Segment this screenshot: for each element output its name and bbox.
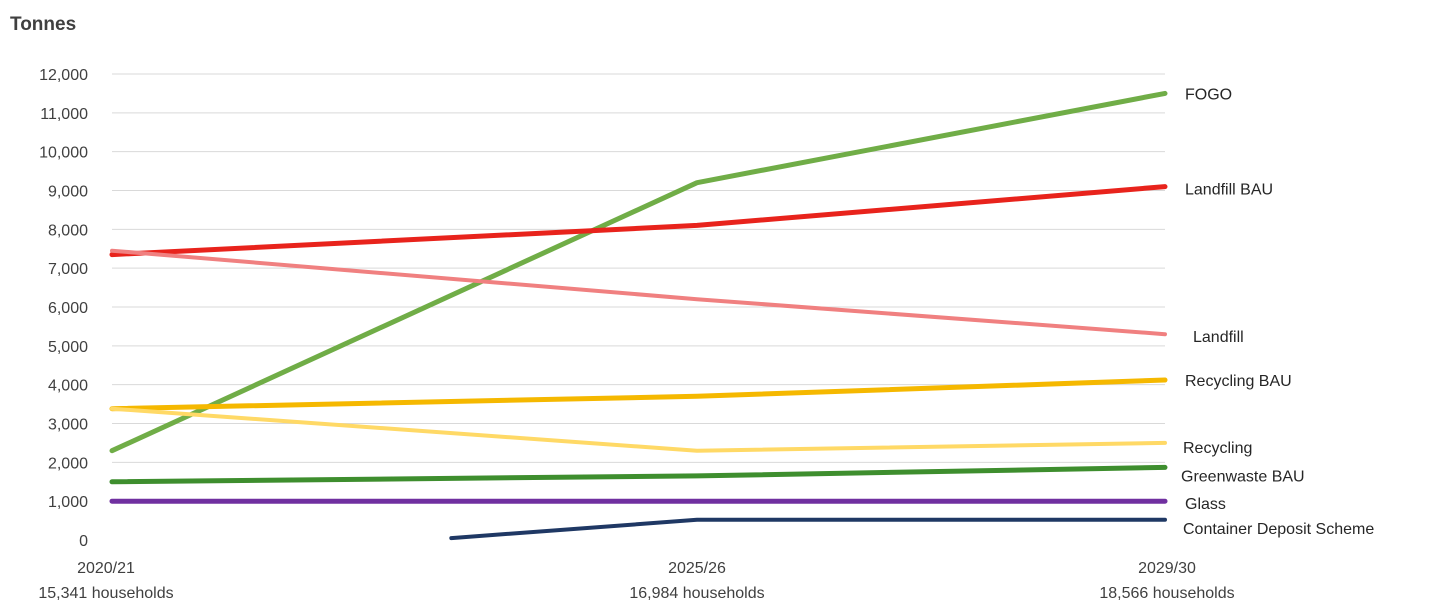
x-tick-label: 2025/26 [668, 560, 726, 577]
series-line-greenwaste-bau [109, 464, 1168, 485]
y-tick-label: 1,000 [48, 494, 88, 511]
y-axis-ticks: 0 1,000 2,000 3,000 4,000 5,000 6,000 7,000 8,00… [39, 67, 88, 550]
series-label-fogo: FOGO [1185, 86, 1232, 103]
series-label-recycling-bau: Recycling BAU [1185, 373, 1292, 390]
y-tick-label: 12,000 [39, 67, 88, 84]
series-line-landfill-bau [109, 184, 1168, 258]
series-labels: FOGO Landfill BAU Landfill Recycling BAU Rec… [1181, 86, 1374, 537]
y-tick-label: 3,000 [48, 417, 88, 434]
y-tick-label: 8,000 [48, 222, 88, 239]
y-tick-label: 0 [79, 533, 88, 550]
x-tick-sublabel: 16,984 households [629, 585, 764, 602]
y-tick-label: 11,000 [40, 106, 88, 123]
gridlines [112, 73, 1165, 502]
series-line-recycling-bau [109, 377, 1168, 412]
y-tick-label: 9,000 [48, 184, 88, 201]
y-axis-label: Tonnes [10, 14, 76, 35]
series-line-container-deposit-scheme [449, 517, 1167, 541]
y-tick-label: 10,000 [39, 145, 88, 162]
x-tick-label: 2020/21 [77, 560, 135, 577]
series-label-recycling: Recycling [1183, 440, 1252, 457]
series-line-landfill [110, 248, 1167, 337]
series-label-greenwaste-bau: Greenwaste BAU [1181, 468, 1305, 485]
series-line-recycling [110, 406, 1167, 453]
series-label-landfill: Landfill [1193, 329, 1244, 346]
x-tick-label: 2029/30 [1138, 560, 1196, 577]
series-lines [109, 90, 1168, 541]
series-label-landfill-bau: Landfill BAU [1185, 182, 1273, 199]
x-tick-sublabel: 18,566 households [1099, 585, 1234, 602]
y-tick-label: 6,000 [48, 300, 88, 317]
series-line-fogo [109, 90, 1168, 454]
x-tick-sublabel: 15,341 households [38, 585, 173, 602]
series-label-container-deposit-scheme: Container Deposit Scheme [1183, 521, 1374, 538]
x-axis-ticks: 2020/21 15,341 households 2025/26 16,984 ho… [38, 560, 1234, 602]
y-tick-label: 2,000 [48, 455, 88, 472]
y-tick-label: 4,000 [48, 378, 88, 395]
y-tick-label: 5,000 [48, 339, 88, 356]
series-label-glass: Glass [1185, 496, 1226, 513]
y-tick-label: 7,000 [48, 261, 88, 278]
